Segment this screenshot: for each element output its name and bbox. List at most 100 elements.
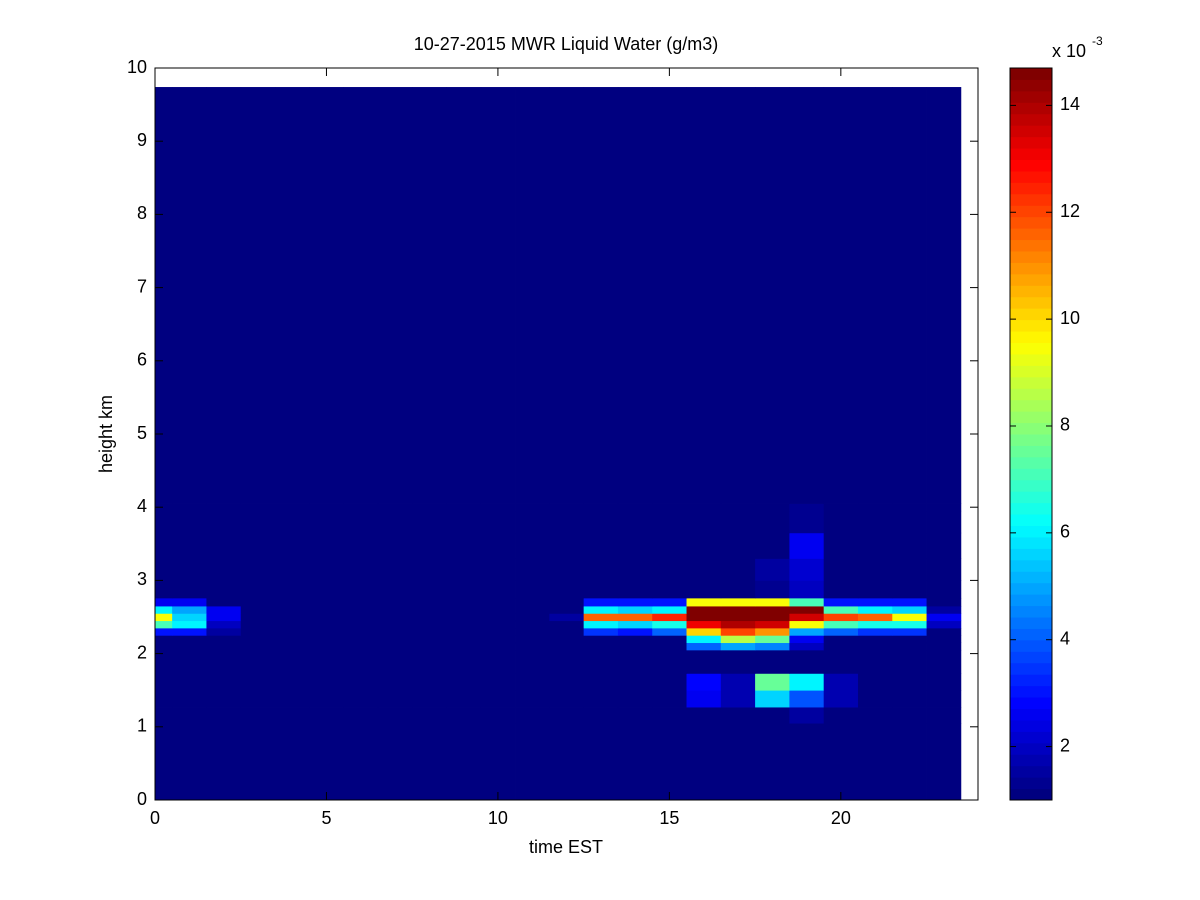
heatmap-cell [343, 627, 379, 636]
heatmap-cell [549, 649, 585, 674]
heatmap-cell [720, 613, 756, 622]
heatmap-cell [343, 510, 379, 534]
heatmap-cell [172, 627, 207, 636]
heatmap-cell [652, 597, 687, 607]
heatmap-cell [789, 597, 825, 607]
heatmap-cell [155, 87, 173, 504]
colorbar-tick-label: 8 [1060, 415, 1070, 435]
heatmap-cell [549, 606, 585, 614]
heatmap-cell [206, 580, 242, 599]
heatmap-cell [617, 723, 653, 801]
heatmap-cell [652, 606, 687, 614]
colorbar-swatch [1010, 285, 1052, 298]
heatmap-cell [480, 510, 516, 534]
heatmap-cell [823, 690, 859, 708]
heatmap-cell [172, 723, 207, 801]
heatmap-cell [309, 87, 345, 504]
heatmap-cell [583, 532, 619, 559]
heatmap-cell [892, 532, 927, 559]
heatmap-cell [155, 635, 173, 644]
heatmap-cell [823, 580, 859, 599]
heatmap-cell [309, 642, 345, 651]
heatmap-cell [549, 620, 585, 629]
heatmap-cell [412, 635, 447, 644]
heatmap-cell [926, 503, 962, 512]
heatmap-cell [823, 503, 859, 512]
colorbar-swatch [1010, 708, 1052, 721]
heatmap-cell [275, 580, 310, 599]
heatmap-cell [583, 627, 619, 636]
colorbar-swatch [1010, 113, 1052, 126]
heatmap-cell [823, 597, 859, 607]
colorbar-swatch [1010, 559, 1052, 572]
colorbar-swatch [1010, 205, 1052, 218]
heatmap-cell [686, 580, 722, 599]
chart-title: 10-27-2015 MWR Liquid Water (g/m3) [414, 34, 718, 54]
heatmap-cell [789, 510, 825, 534]
heatmap-cell [583, 510, 619, 534]
heatmap-cell [515, 510, 550, 534]
heatmap-cell [926, 620, 962, 629]
heatmap-cell [652, 635, 687, 644]
heatmap-cell [755, 642, 790, 651]
heatmap-cell [343, 503, 379, 512]
colorbar-swatch [1010, 148, 1052, 160]
colorbar-swatch [1010, 719, 1052, 732]
heatmap-cell [857, 558, 893, 581]
heatmap-cell [446, 532, 482, 559]
heatmap-cell [617, 673, 653, 691]
heatmap-cell [515, 627, 550, 636]
heatmap-cell [583, 723, 619, 801]
heatmap-cell [309, 613, 345, 622]
heatmap-cell [275, 627, 310, 636]
heatmap-cell [275, 673, 310, 691]
heatmap-cell [240, 510, 276, 534]
heatmap-cell [172, 707, 207, 724]
heatmap-cell [789, 627, 825, 636]
heatmap-cell [926, 649, 962, 674]
colorbar-swatch [1010, 262, 1052, 275]
heatmap-cell [686, 627, 722, 636]
heatmap-cell [515, 723, 550, 801]
heatmap-cell [892, 510, 927, 534]
heatmap-cell [480, 558, 516, 581]
heatmap-cell [926, 510, 962, 534]
heatmap-cell [206, 635, 242, 644]
heatmap [155, 68, 978, 801]
heatmap-cell [343, 642, 379, 651]
heatmap-cell [549, 87, 585, 504]
heatmap-cell [377, 597, 413, 607]
heatmap-cell [892, 627, 927, 636]
colorbar-swatch [1010, 765, 1052, 778]
colorbar-swatch [1010, 422, 1052, 435]
heatmap-cell [617, 597, 653, 607]
heatmap-cell [275, 503, 310, 512]
heatmap-cell [446, 690, 482, 708]
heatmap-cell [480, 649, 516, 674]
heatmap-cell [789, 649, 825, 674]
colorbar-swatch [1010, 353, 1052, 366]
colorbar-swatch [1010, 468, 1052, 481]
heatmap-cell [446, 649, 482, 674]
heatmap-cell [892, 723, 927, 801]
heatmap-cell [686, 613, 722, 622]
heatmap-cell [823, 620, 859, 629]
heatmap-cell [480, 690, 516, 708]
colorbar-swatch [1010, 731, 1052, 744]
heatmap-cell [309, 580, 345, 599]
heatmap-cell [926, 87, 962, 504]
heatmap-cell [823, 649, 859, 674]
heatmap-cell [720, 690, 756, 708]
heatmap-cell [446, 558, 482, 581]
heatmap-cell [926, 635, 962, 644]
heatmap-cell [652, 558, 687, 581]
heatmap-cell [857, 87, 893, 504]
colorbar-swatch [1010, 308, 1052, 321]
heatmap-cell [652, 620, 687, 629]
heatmap-cell [823, 558, 859, 581]
heatmap-cell [240, 597, 276, 607]
heatmap-cell [652, 723, 687, 801]
heatmap-cell [549, 580, 585, 599]
heatmap-cell [515, 503, 550, 512]
heatmap-cell [172, 558, 207, 581]
